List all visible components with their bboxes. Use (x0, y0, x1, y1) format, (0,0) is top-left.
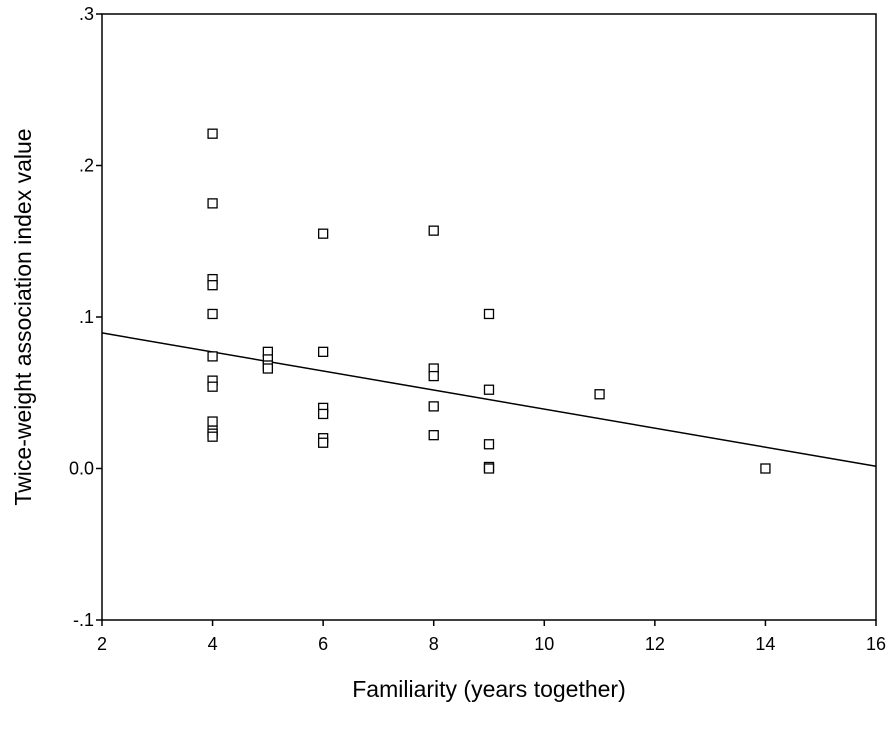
y-tick-label: 0.0 (69, 459, 94, 479)
x-tick-label: 14 (755, 634, 775, 654)
regression-line (101, 332, 877, 467)
data-point (428, 430, 439, 441)
data-point (483, 384, 495, 395)
data-points (207, 128, 771, 474)
y-tick-label: .1 (79, 307, 94, 327)
data-point (207, 128, 218, 139)
data-point (207, 280, 218, 291)
data-point (760, 463, 771, 474)
x-tick-label: 8 (429, 634, 439, 654)
y-tick-label: .3 (79, 4, 94, 24)
y-axis-ticks: -.1 0.0 .1 .2 .3 (69, 4, 102, 630)
x-tick-label: 10 (534, 634, 554, 654)
data-point (428, 370, 439, 382)
data-point (207, 308, 218, 320)
regression-line-group (101, 332, 877, 467)
x-tick-label: 2 (97, 634, 107, 654)
x-axis-title: Familiarity (years together) (352, 676, 626, 702)
data-point (317, 437, 329, 448)
x-axis-ticks: 2 4 6 8 10 12 14 16 (97, 620, 886, 654)
data-point (428, 401, 439, 412)
data-point (483, 463, 495, 474)
y-axis-title: Twice-weight association index value (10, 128, 36, 505)
data-point (262, 363, 274, 374)
data-point (207, 351, 218, 362)
data-point (483, 439, 495, 450)
data-point (207, 381, 218, 392)
data-point (317, 346, 329, 357)
data-point (428, 225, 439, 236)
data-point (483, 308, 495, 320)
x-tick-label: 6 (318, 634, 328, 654)
data-point (207, 431, 218, 442)
data-point (207, 198, 218, 209)
y-tick-label: -.1 (73, 610, 94, 630)
x-tick-label: 16 (866, 634, 886, 654)
y-tick-label: .2 (79, 156, 94, 176)
x-tick-label: 4 (208, 634, 218, 654)
data-point (317, 228, 329, 239)
data-point (207, 416, 218, 427)
data-point (594, 389, 605, 400)
data-point (317, 408, 329, 420)
x-tick-label: 12 (645, 634, 665, 654)
